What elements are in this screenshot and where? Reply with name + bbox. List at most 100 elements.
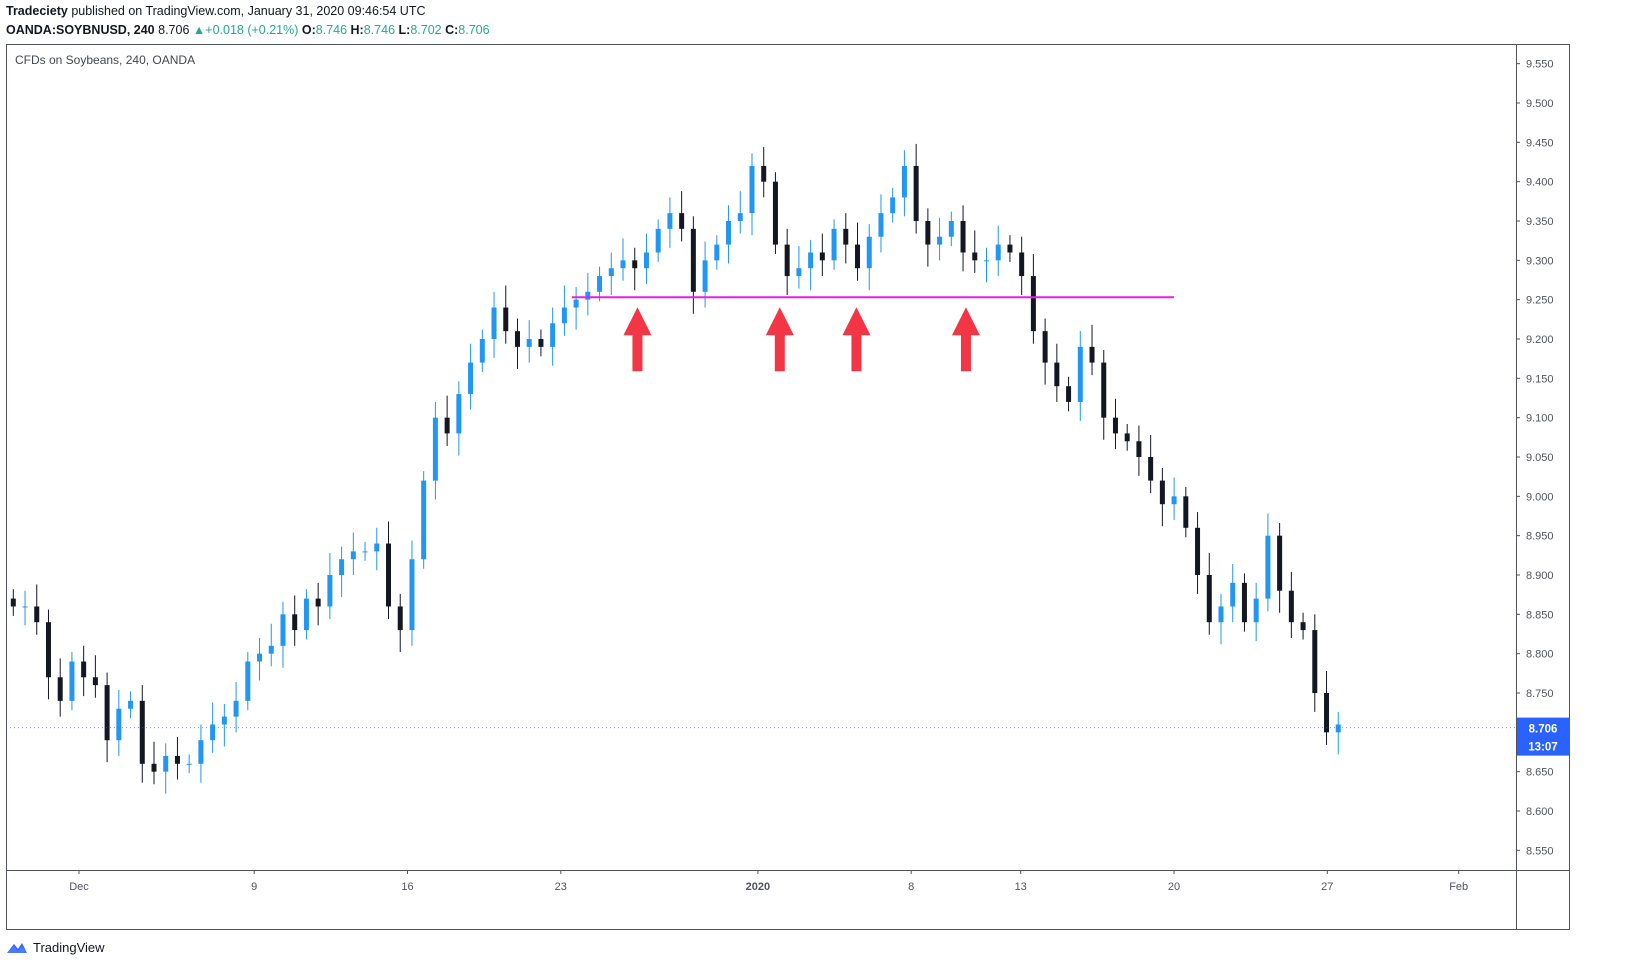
candle-body	[561, 307, 567, 324]
candle-body	[960, 221, 966, 253]
candle-body	[784, 244, 790, 277]
candle-body	[280, 614, 286, 646]
candle-body	[421, 480, 427, 560]
price-badge-countdown: 13:07	[1528, 742, 1557, 754]
candle-body	[1183, 496, 1189, 528]
candle-body	[1230, 582, 1236, 607]
candle-body	[1089, 346, 1095, 363]
candle-body	[257, 653, 263, 662]
candle-body	[350, 551, 356, 560]
candle-body	[1265, 535, 1271, 599]
candle-body	[292, 614, 298, 631]
candle-body	[397, 606, 403, 631]
candle-body	[714, 244, 720, 261]
candle-body	[151, 763, 157, 772]
candle-body	[1159, 480, 1165, 505]
candle-body	[679, 213, 685, 229]
candle-body	[632, 260, 638, 269]
candle-body	[268, 645, 274, 654]
price-tick-label: 9.450	[1526, 137, 1554, 149]
candle-body	[937, 236, 943, 245]
candle-body	[245, 661, 251, 701]
up-arrow-marker	[951, 307, 980, 372]
time-tick-label: 2020	[746, 881, 770, 893]
high-label: H:	[350, 23, 364, 37]
candle-body	[608, 268, 614, 277]
candle-body	[995, 244, 1001, 261]
candle-body	[1124, 433, 1130, 442]
chart-header: Tradeciety published on TradingView.com,…	[6, 3, 490, 39]
candle-body	[1312, 630, 1318, 693]
candle-body	[1136, 441, 1142, 457]
low-label: L:	[398, 23, 411, 37]
candle-body	[139, 700, 145, 764]
price-tick-label: 8.550	[1526, 845, 1554, 857]
change-up-icon: ▲	[192, 23, 206, 37]
candle-body	[315, 598, 321, 607]
candle-body	[92, 677, 98, 686]
candle-body	[503, 307, 509, 332]
candle-body	[198, 740, 204, 764]
time-tick-label: 13	[1015, 881, 1027, 893]
symbol-label: OANDA:SOYBNUSD, 240	[6, 23, 155, 37]
candle-body	[1148, 457, 1154, 481]
time-tick-label: Dec	[69, 881, 89, 893]
price-badge-value: 8.706	[1529, 724, 1558, 736]
candle-body	[174, 755, 180, 764]
price-tick-label: 9.350	[1526, 216, 1554, 228]
candle-body	[186, 763, 192, 765]
candlestick-chart[interactable]: 9.550 9.500 9.450 9.400 9.350 9.300 9.250 9.200…	[6, 44, 1570, 930]
candle-body	[855, 244, 861, 269]
up-arrow-marker	[623, 307, 652, 372]
candle-body	[737, 213, 743, 221]
price-tick-label: 9.150	[1526, 373, 1554, 385]
up-arrow-marker	[842, 307, 871, 372]
candle-body	[573, 299, 579, 308]
high-value: 8.746	[363, 23, 396, 37]
price-tick-label: 9.050	[1526, 452, 1554, 464]
time-tick-label: 20	[1168, 881, 1180, 893]
candle-body	[409, 559, 415, 631]
candle-body	[221, 716, 227, 725]
candle-body	[761, 165, 767, 182]
candle-body	[843, 228, 849, 245]
publish-line: Tradeciety published on TradingView.com,…	[6, 3, 490, 20]
candle-body	[514, 331, 520, 347]
candle-body	[22, 606, 28, 608]
ohlc-line: OANDA:SOYBNUSD, 240 8.706 ▲+0.018 (+0.21…	[6, 22, 490, 39]
candle-body	[45, 622, 51, 678]
candle-body	[1253, 598, 1259, 623]
candle-body	[550, 323, 556, 347]
price-tick-label: 8.750	[1526, 688, 1554, 700]
author-name[interactable]: Tradeciety	[6, 4, 68, 18]
candle-body	[726, 221, 732, 245]
candle-body	[362, 551, 368, 553]
candle-body	[339, 559, 345, 575]
candle-body	[643, 252, 649, 269]
candle-body	[491, 307, 497, 339]
price-tick-label: 8.850	[1526, 609, 1554, 621]
candle-body	[948, 221, 954, 237]
time-tick-label: 23	[555, 881, 567, 893]
open-label: O:	[301, 23, 316, 37]
candle-body	[1112, 417, 1118, 434]
candle-body	[702, 260, 708, 292]
candle-body	[1324, 693, 1330, 733]
candle-body	[983, 260, 989, 262]
tradingview-logo-icon	[7, 943, 27, 953]
candle-body	[468, 362, 474, 395]
candle-body	[808, 252, 814, 269]
price-tick-label: 9.200	[1526, 334, 1554, 346]
candle-body	[104, 685, 110, 741]
candle-body	[749, 165, 755, 214]
time-tick-label: 16	[401, 881, 413, 893]
tradingview-logo[interactable]: TradingView	[6, 937, 105, 957]
candle-body	[796, 268, 802, 277]
candle-body	[831, 228, 837, 261]
candle-body	[585, 291, 591, 300]
price-tick-label: 9.000	[1526, 491, 1554, 503]
candle-body	[163, 755, 169, 772]
price-tick-label: 9.250	[1526, 295, 1554, 307]
time-tick-label: 27	[1321, 881, 1333, 893]
candle-body	[890, 197, 896, 214]
